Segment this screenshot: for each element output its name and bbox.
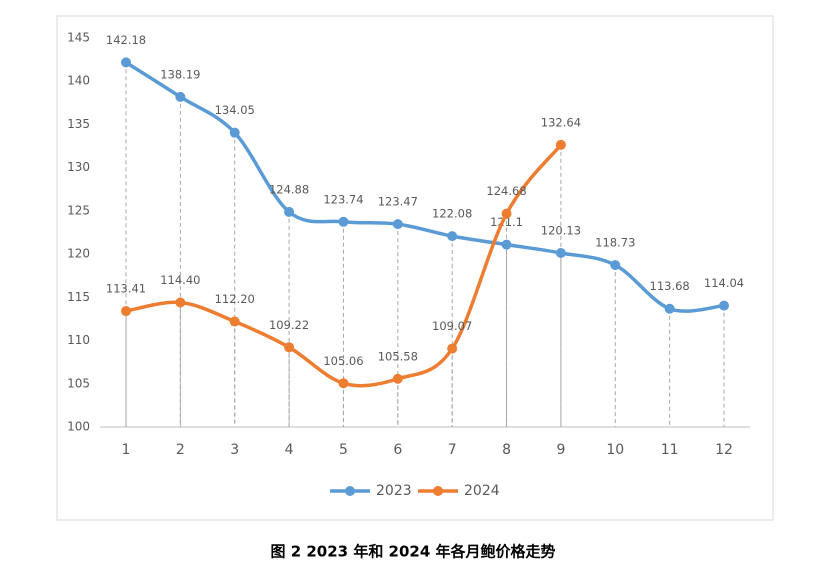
marker <box>392 219 403 230</box>
x-tick-label: 4 <box>285 442 294 458</box>
marker <box>338 216 349 227</box>
marker <box>555 247 566 258</box>
data-label: 114.40 <box>160 273 200 287</box>
data-label: 121.1 <box>490 215 523 229</box>
data-label: 113.41 <box>106 282 146 296</box>
marker <box>284 342 295 353</box>
x-tick-label: 8 <box>502 442 511 458</box>
y-tick-label: 120 <box>67 247 90 261</box>
data-label: 118.73 <box>595 236 635 250</box>
x-tick-label: 7 <box>448 442 457 458</box>
marker <box>121 306 131 317</box>
x-tick-label: 9 <box>556 442 565 458</box>
data-label: 138.19 <box>160 67 200 81</box>
data-label: 142.18 <box>106 33 146 47</box>
x-tick-label: 1 <box>122 442 131 458</box>
marker <box>175 91 186 102</box>
data-label: 105.58 <box>378 349 418 363</box>
y-tick-label: 130 <box>67 160 90 174</box>
data-label: 109.22 <box>269 318 309 332</box>
marker <box>610 260 621 271</box>
x-tick-label: 5 <box>339 442 348 458</box>
data-label: 124.68 <box>486 184 526 198</box>
marker <box>555 139 566 150</box>
series-line <box>124 60 726 313</box>
marker <box>501 208 512 219</box>
x-tick-label: 6 <box>393 442 402 458</box>
x-tick-label: 10 <box>606 442 624 458</box>
marker <box>392 373 403 384</box>
y-tick-label: 115 <box>67 290 90 304</box>
data-label: 132.64 <box>541 115 581 129</box>
data-label: 123.74 <box>323 192 363 206</box>
data-label: 105.06 <box>323 354 363 368</box>
data-label: 124.88 <box>269 182 309 196</box>
x-tick-label: 11 <box>661 442 679 458</box>
marker <box>284 206 295 217</box>
marker <box>719 300 729 311</box>
marker <box>447 231 458 242</box>
y-tick-label: 145 <box>67 31 90 45</box>
marker <box>229 316 240 327</box>
legend-marker <box>433 486 443 496</box>
y-tick-label: 105 <box>67 376 90 390</box>
x-tick-label: 2 <box>176 442 185 458</box>
data-label: 122.08 <box>432 207 472 221</box>
marker <box>447 343 458 354</box>
data-label: 134.05 <box>215 103 255 117</box>
legend-label: 2024 <box>464 483 500 499</box>
y-tick-label: 135 <box>67 117 90 131</box>
legend-label: 2023 <box>376 483 412 499</box>
data-label: 123.47 <box>378 195 418 209</box>
legend-marker <box>345 486 355 496</box>
y-tick-label: 140 <box>67 74 90 88</box>
marker <box>664 303 675 314</box>
data-label: 114.04 <box>704 276 744 290</box>
data-label: 112.20 <box>215 292 255 306</box>
y-tick-label: 125 <box>67 203 90 217</box>
chart-frame <box>56 15 774 521</box>
marker <box>175 297 186 308</box>
x-tick-label: 3 <box>230 442 239 458</box>
marker <box>229 127 240 138</box>
caption: 图 2 2023 年和 2024 年各月鲍价格走势 <box>270 543 555 561</box>
data-label: 109.07 <box>432 319 472 333</box>
data-label: 120.13 <box>541 223 581 237</box>
y-tick-label: 110 <box>67 333 90 347</box>
y-tick-label: 100 <box>67 420 90 434</box>
marker <box>338 378 349 389</box>
x-tick-label: 12 <box>715 442 733 458</box>
marker <box>501 239 512 250</box>
data-label: 113.68 <box>650 279 690 293</box>
series-line <box>124 143 563 388</box>
marker <box>121 57 131 68</box>
